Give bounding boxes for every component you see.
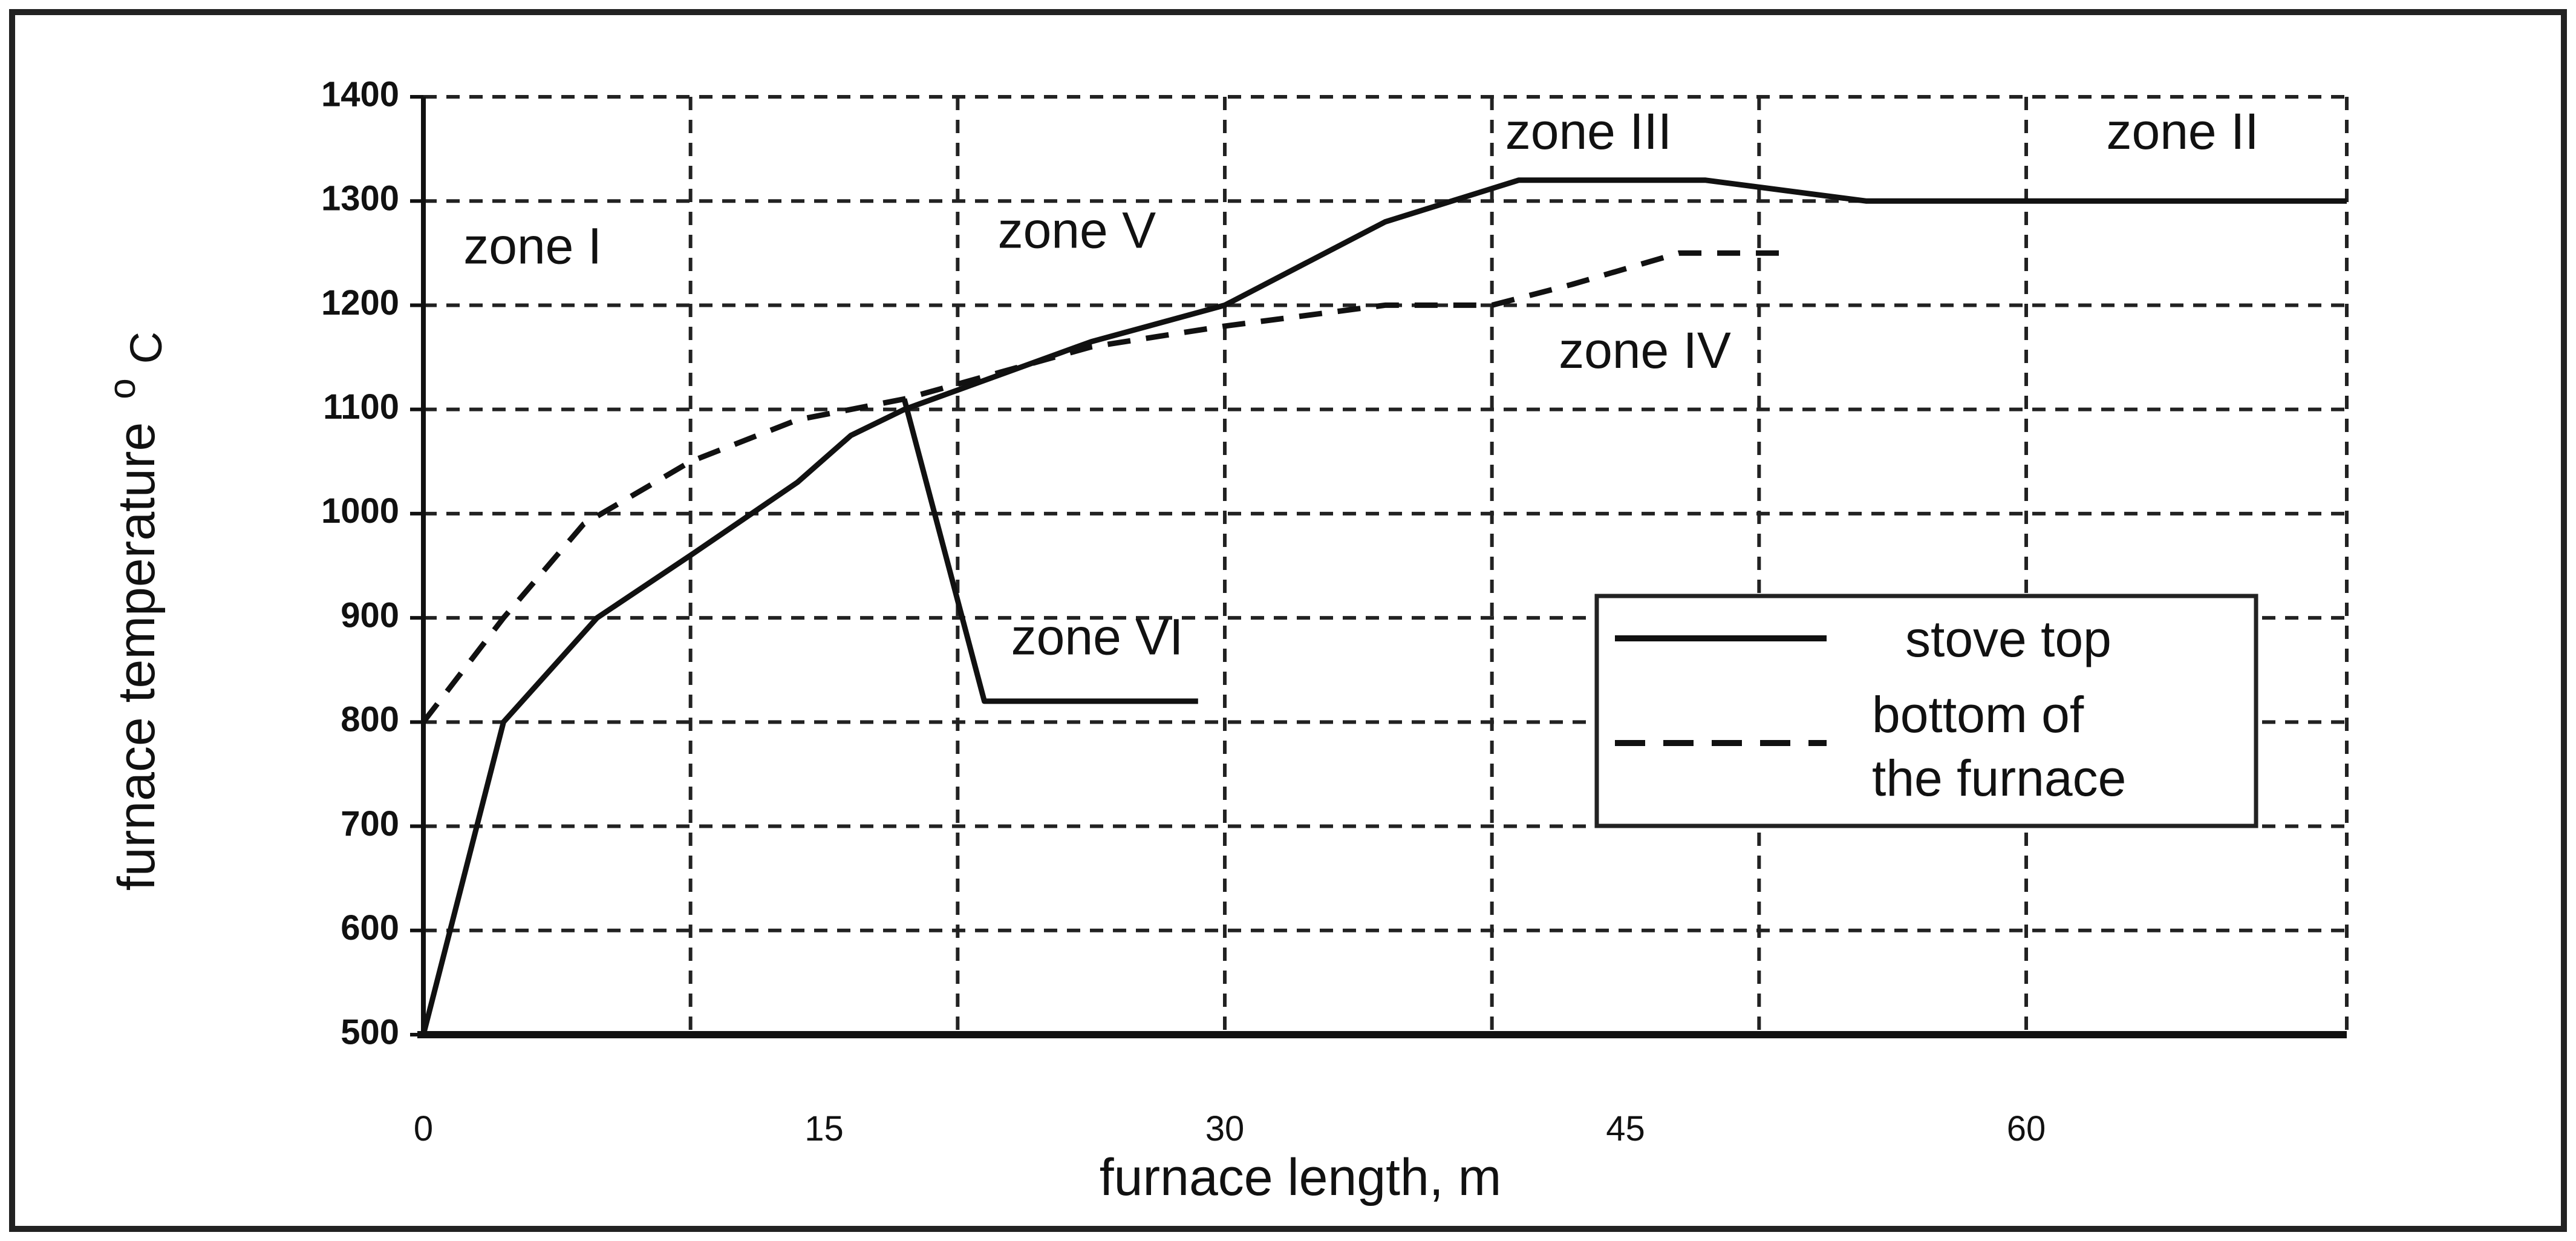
x-tick-label: 0	[414, 1109, 433, 1148]
zone-label: zone III	[1505, 103, 1672, 160]
legend-label-bottom-line1: bottom of	[1872, 686, 2084, 743]
y-tick-label: 800	[341, 700, 399, 739]
legend: stove top bottom of the furnace	[1594, 594, 2258, 828]
tick-labels: 500 600 700 800 900 1000 1100 1200 1300 1400 0 15 30…	[321, 74, 2046, 1148]
legend-label-stove-top: stove top	[1905, 611, 2111, 667]
y-tick-label: 600	[341, 908, 399, 948]
zone-label: zone V	[998, 202, 1156, 259]
y-tick-label: 1300	[321, 179, 399, 218]
zone-annotations: zone I zone V zone III zone II zone IV zone V…	[463, 103, 2258, 665]
x-axis-label: furnace length, m	[1100, 1148, 1501, 1207]
series-lines	[420, 177, 2347, 1036]
zone-label: zone IV	[1559, 322, 1731, 379]
x-tick-label: 45	[1606, 1109, 1645, 1148]
y-tick-label: 1200	[321, 283, 399, 323]
zone-label: zone I	[463, 218, 602, 275]
legend-label-bottom-line2: the furnace	[1872, 750, 2126, 807]
y-axis-unit-subscript: C	[121, 332, 171, 364]
y-tick-label: 900	[341, 595, 399, 635]
y-tick-label: 700	[341, 804, 399, 843]
y-axis-label-text: furnace temperature	[108, 422, 166, 891]
x-tick-label: 60	[2007, 1109, 2046, 1148]
axes	[410, 95, 2347, 1038]
x-tick-label: 15	[804, 1109, 844, 1148]
x-tick-label: 30	[1205, 1109, 1245, 1148]
series-line-2	[901, 398, 1198, 704]
series-line-1	[421, 250, 1786, 724]
y-axis-label: furnace temperature o C	[88, 332, 171, 891]
y-tick-label: 1000	[321, 491, 399, 531]
grid	[423, 95, 2349, 1035]
y-tick-label: 1400	[321, 74, 399, 114]
y-tick-label: 500	[341, 1012, 399, 1052]
legend-box	[1594, 594, 2258, 828]
y-axis-unit-superscript: o	[102, 378, 143, 399]
zone-label: zone II	[2107, 103, 2259, 160]
y-tick-label: 1100	[323, 387, 399, 427]
zone-label: zone VI	[1011, 608, 1184, 665]
